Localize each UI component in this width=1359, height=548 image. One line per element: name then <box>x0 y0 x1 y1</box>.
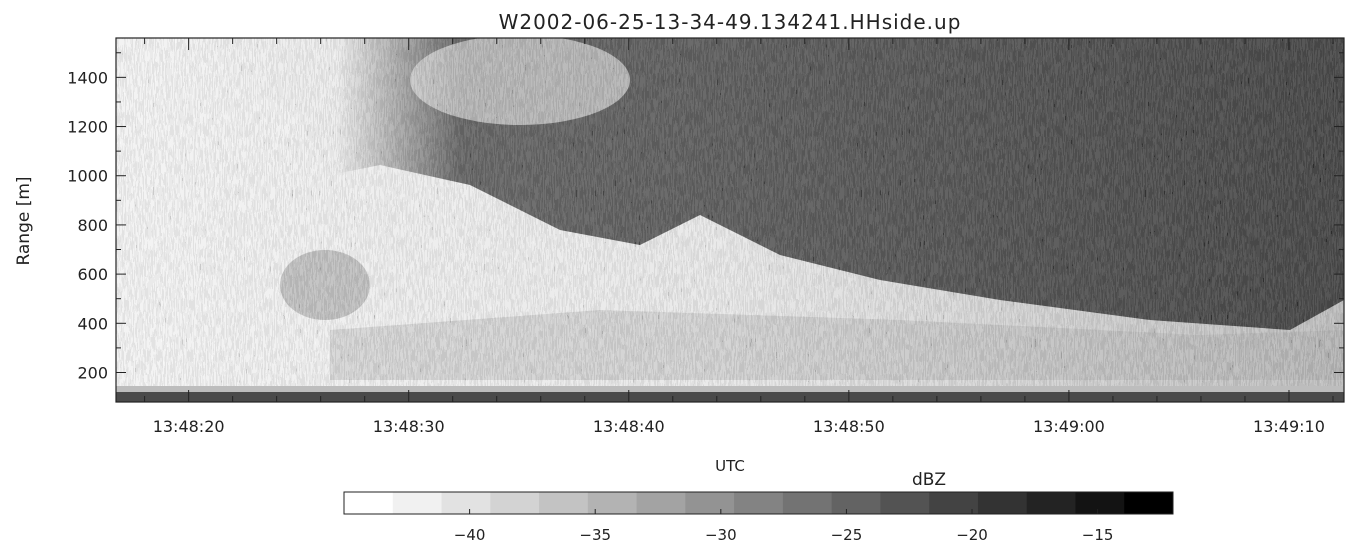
y-axis-label: Range [m] <box>14 176 34 265</box>
x-tick-label: 13:49:00 <box>1033 417 1105 436</box>
x-axis: 13:48:20 13:48:30 13:48:40 13:48:50 13:49:00… <box>144 38 1334 436</box>
y-tick-label: 400 <box>77 314 108 333</box>
colorbar <box>343 491 1174 515</box>
colorbar-swatch <box>392 492 443 514</box>
plot-frame <box>115 37 1345 403</box>
colorbar-swatch <box>831 492 881 514</box>
x-tick-label: 13:48:50 <box>813 417 885 436</box>
x-tick-label: 13:48:30 <box>373 417 445 436</box>
colorbar-swatch <box>636 492 686 514</box>
colorbar-swatch <box>880 492 930 514</box>
colorbar-swatch <box>539 492 589 514</box>
colorbar-tick-label: −25 <box>831 526 863 544</box>
y-tick-label: 1200 <box>67 118 108 137</box>
colorbar-swatch <box>490 492 540 514</box>
x-tick-label: 13:48:40 <box>593 417 665 436</box>
colorbar-tick-label: −15 <box>1082 526 1114 544</box>
y-tick-label: 200 <box>77 363 108 382</box>
colorbar-swatch <box>344 492 394 514</box>
colorbar-tick-label: −35 <box>579 526 611 544</box>
colorbar-tick-label: −30 <box>705 526 737 544</box>
y-axis: 200 400 600 800 1000 1200 1400 <box>67 52 1344 382</box>
y-tick-label: 1400 <box>67 68 108 87</box>
x-tick-label: 13:49:10 <box>1253 417 1325 436</box>
y-tick-label: 800 <box>77 216 108 235</box>
colorbar-tick-label: −20 <box>956 526 988 544</box>
ground-clutter <box>116 392 1344 402</box>
colorbar-swatch <box>441 492 491 514</box>
colorbar-swatch <box>1026 492 1076 514</box>
colorbar-swatch <box>782 492 833 514</box>
colorbar-swatch <box>685 492 735 514</box>
ground-clutter-edge <box>116 386 1344 392</box>
colorbar-swatch <box>1124 492 1174 514</box>
colorbar-swatch <box>1075 492 1125 514</box>
speckle-overlay <box>116 38 1344 402</box>
x-tick-label: 13:48:20 <box>153 417 225 436</box>
colorbar-tick-label: −40 <box>454 526 486 544</box>
chart-title: W2002-06-25-13-34-49.134241.HHside.up <box>499 10 962 34</box>
colorbar-swatch <box>977 492 1028 514</box>
x-axis-label: UTC <box>715 457 745 475</box>
radar-image <box>116 38 1344 402</box>
colorbar-swatch <box>929 492 979 514</box>
colorbar-frame <box>343 491 1174 515</box>
y-tick-label: 600 <box>77 265 108 284</box>
colorbar-ticks: −40 −35 −30 −25 −20 −15 <box>454 509 1114 544</box>
colorbar-swatch <box>734 492 784 514</box>
colorbar-swatch <box>587 492 638 514</box>
colorbar-label: dBZ <box>912 470 946 490</box>
y-tick-label: 1000 <box>67 167 108 186</box>
